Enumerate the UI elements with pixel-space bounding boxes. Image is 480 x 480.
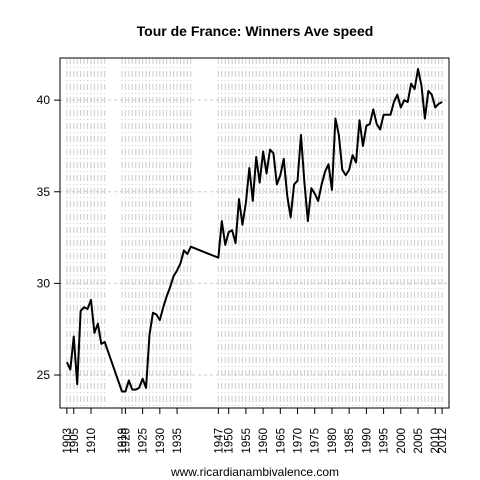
x-tick-label: 1910 — [86, 428, 98, 454]
x-tick-label: 1905 — [69, 428, 81, 454]
x-tick-label: 1970 — [293, 428, 305, 454]
chart-title: Tour de France: Winners Ave speed — [137, 23, 374, 39]
plot-frame — [59, 57, 450, 409]
series-line — [65, 67, 443, 393]
x-tick-label: 1965 — [275, 428, 287, 454]
grid — [60, 58, 449, 408]
x-tick-label: 2012 — [437, 428, 449, 454]
y-tick-label: 25 — [37, 368, 51, 382]
x-tick-label: 1935 — [172, 428, 184, 454]
x-tick-label: 1985 — [344, 428, 356, 454]
x-tick-label: 2010 — [430, 428, 442, 454]
x-tick-label: 1950 — [224, 428, 236, 454]
x-tick-label: 2000 — [396, 428, 408, 454]
y-tick-label: 40 — [37, 93, 51, 107]
x-tick-label: 1919 — [117, 428, 129, 454]
x-tick-label: 1925 — [138, 428, 150, 454]
x-tick-label: 1920 — [120, 428, 132, 454]
y-tick-label: 35 — [37, 185, 51, 199]
x-tick-label: 1955 — [241, 428, 253, 454]
x-tick-label: 1990 — [361, 428, 373, 454]
x-tick-label: 1947 — [213, 428, 225, 454]
x-tick-label: 1903 — [62, 428, 74, 454]
y-tick-label: 30 — [37, 276, 51, 290]
x-tick-label: 1975 — [310, 428, 322, 454]
x-tick-label: 1995 — [379, 428, 391, 454]
x-tick-label: 1930 — [155, 428, 167, 454]
footer-credit: www.ricardianambivalence.com — [170, 465, 339, 479]
x-tick-label: 1960 — [258, 428, 270, 454]
x-tick-label: 2005 — [413, 428, 425, 454]
x-tick-label: 1980 — [327, 428, 339, 454]
y-axis: 25 30 35 40 — [37, 93, 60, 382]
